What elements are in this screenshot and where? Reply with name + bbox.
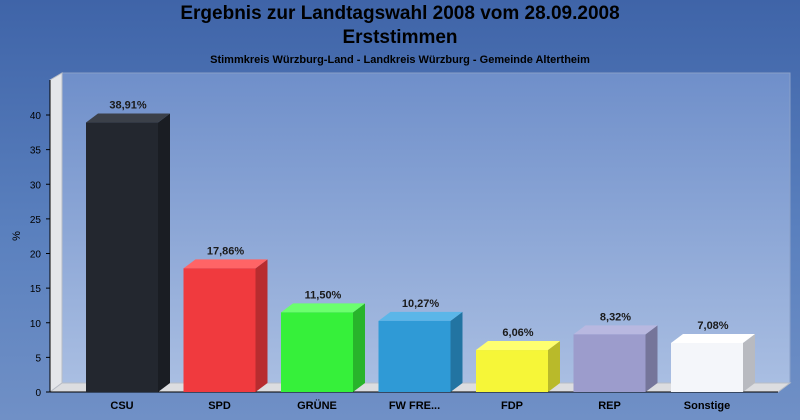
chart-title: Ergebnis zur Landtagswahl 2008 vom 28.09… [180, 3, 620, 24]
category-label: REP [598, 400, 621, 412]
bar-sonstige [671, 333, 755, 392]
bar-value-label: 38,91% [109, 100, 147, 112]
bar-series: 38,91% 17,86% 11,50% 10,27% 6,06% 8,32% 7,08% [86, 100, 755, 392]
y-tick-label: 30 [30, 180, 42, 191]
bar-side [645, 325, 658, 392]
bar-value-label: 8,32% [600, 311, 631, 323]
bar-top [86, 113, 170, 123]
bar-front [281, 312, 353, 392]
bar-front [671, 342, 743, 392]
bar-value-label: 7,08% [697, 320, 728, 332]
y-tick-label: 20 [30, 250, 42, 261]
bar-fw-fre- [378, 311, 463, 392]
bar-side [158, 113, 170, 392]
bar-top [281, 303, 365, 313]
category-label: Sonstige [684, 400, 730, 412]
category-label: CSU [110, 400, 133, 412]
bar-top [573, 325, 658, 335]
y-tick-label: 40 [30, 111, 42, 122]
bar-side [353, 303, 365, 392]
bar-top [476, 341, 560, 351]
y-tick-label: 10 [30, 319, 42, 330]
y-tick-label: 25 [30, 215, 42, 226]
category-label: SPD [208, 400, 231, 412]
y-tick-label: 35 [30, 146, 42, 157]
category-label: GRÜNE [297, 399, 337, 412]
chart-title-secondary: Erststimmen [342, 27, 458, 48]
category-label: FDP [501, 400, 523, 412]
bar-top [671, 333, 755, 343]
bar-top [378, 311, 463, 321]
bar-top [183, 259, 268, 269]
bar-value-label: 11,50% [305, 289, 342, 301]
bar-value-label: 17,86% [207, 245, 245, 257]
bar-fdp [476, 341, 560, 392]
y-tick-label: 5 [35, 353, 41, 364]
y-tick-label: 0 [35, 388, 41, 399]
bar-front [476, 350, 548, 392]
bar-side [743, 333, 755, 392]
bar-value-label: 10,27% [402, 298, 440, 310]
bar-front [573, 334, 646, 392]
bar-front [86, 122, 158, 392]
y-tick-label: 15 [30, 284, 42, 295]
bar-side [548, 341, 560, 392]
x-axis-categories: CSU SPD GRÜNE FW FRE... FDP REP Sonstige [110, 399, 730, 412]
bar-spd [183, 259, 268, 392]
bar-value-label: 6,06% [502, 327, 533, 339]
bar-front [378, 320, 451, 392]
bar-side [255, 259, 268, 392]
bar-side [450, 311, 463, 392]
y-axis-ticks: 0 5 10 15 20 25 30 35 40 [30, 111, 50, 399]
chart-subtitle: Stimmkreis Würzburg-Land - Landkreis Wür… [210, 54, 590, 66]
chart-left-wall [49, 72, 63, 393]
y-axis-label: % [11, 231, 23, 241]
bar-csu [86, 113, 170, 392]
bar-rep [573, 325, 658, 392]
bar-grüne [281, 303, 365, 392]
bar-front [183, 268, 256, 392]
category-label: FW FRE... [389, 400, 440, 412]
